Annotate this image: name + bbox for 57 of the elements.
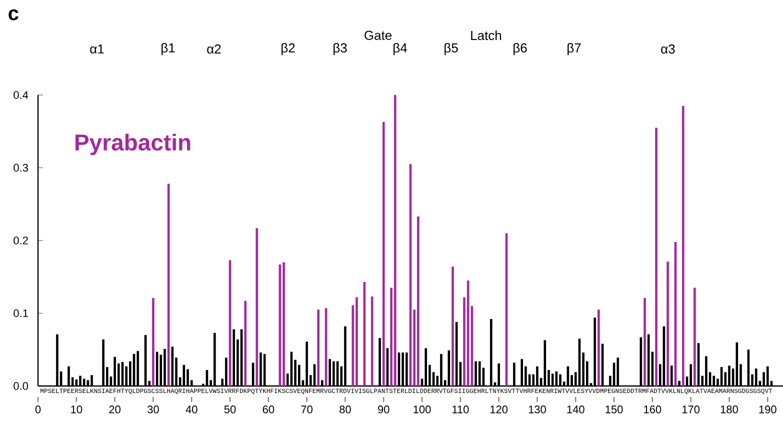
x-tick-label: 150 — [606, 406, 623, 414]
y-tick-label: 0.3 — [14, 164, 28, 172]
bar — [466, 280, 470, 386]
x-tick-label: 160 — [644, 406, 662, 414]
y-tick-label: 0.1 — [14, 309, 28, 318]
x-tick-label: 180 — [720, 406, 738, 414]
bar — [694, 288, 696, 386]
text: β7 — [568, 42, 581, 56]
text: β1 — [162, 42, 175, 56]
x-tick-label: 140 — [567, 406, 584, 414]
bar — [356, 297, 358, 386]
x-tick-label: 80 — [340, 406, 351, 414]
x-tick-label: 30 — [148, 406, 159, 414]
text: β5 — [444, 42, 458, 56]
x-tick-label: 90 — [378, 406, 390, 414]
bar — [282, 262, 285, 386]
bar — [256, 228, 258, 386]
bar — [655, 128, 658, 386]
x-tick-label: 60 — [262, 406, 274, 414]
x-tick-label: 50 — [224, 406, 236, 414]
bar — [452, 266, 454, 386]
bar — [598, 310, 600, 386]
bar — [382, 122, 385, 386]
x-tick-label: 0 — [35, 406, 41, 414]
y-tick-label: 0.4 — [14, 91, 28, 99]
bar — [417, 216, 420, 386]
bar — [682, 106, 684, 386]
text: Gate — [364, 30, 392, 40]
x-tick-label: 190 — [759, 406, 776, 414]
text: α3 — [661, 44, 675, 54]
text: β4 — [394, 42, 407, 56]
y-tick-label: 0.2 — [14, 236, 28, 244]
text: β6 — [514, 42, 527, 56]
x-tick-label: 110 — [452, 406, 469, 414]
text: α2 — [207, 44, 221, 54]
x-tick-label: 10 — [71, 406, 82, 414]
x-tick-label: 130 — [528, 406, 546, 414]
text: Latch — [471, 30, 502, 40]
text: β2 — [282, 42, 295, 56]
chart-title: c — [8, 9, 18, 20]
text: α1 — [90, 44, 104, 54]
annotation: Pyrabactin — [76, 134, 190, 156]
x-tick-label: 120 — [490, 406, 508, 414]
bar — [666, 262, 669, 386]
x-tick-label: 100 — [414, 406, 431, 414]
x-tick-label: 70 — [301, 406, 312, 414]
y-tick-label: 0.0 — [14, 382, 28, 390]
bar — [244, 300, 247, 386]
bar — [394, 94, 396, 386]
bar — [370, 296, 374, 386]
bar — [317, 310, 320, 386]
bar — [152, 298, 154, 386]
x-tick-label: 170 — [682, 406, 700, 414]
x-tick-label: 40 — [186, 406, 198, 414]
text: β3 — [334, 42, 347, 56]
bar — [644, 298, 646, 386]
x-tick-label: 20 — [109, 406, 120, 414]
